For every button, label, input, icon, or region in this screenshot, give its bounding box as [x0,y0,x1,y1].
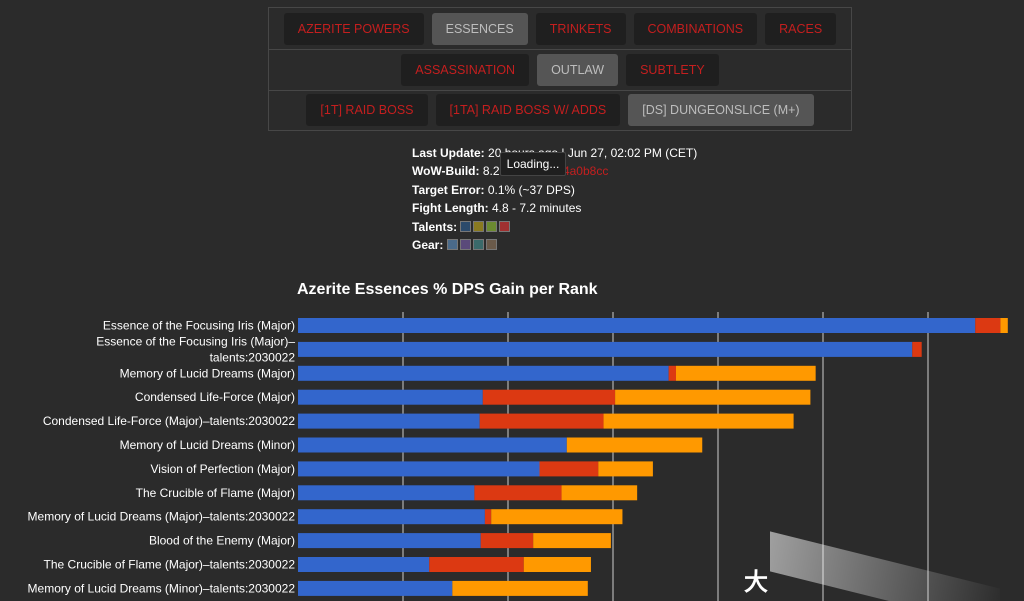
category-label: Essence of the Focusing Iris (Major)– tal… [96,334,295,364]
gear-icon-4[interactable] [485,239,497,251]
gear-icon-3[interactable] [472,239,484,251]
bar-segment[interactable] [523,557,591,572]
target-error-label: Target Error: [412,182,485,197]
bar-segment[interactable] [603,413,794,429]
chart-category-labels: Essence of the Focusing Iris (Major)Esse… [28,319,296,596]
bar-segment[interactable] [298,318,976,333]
chart-gridlines [402,312,929,601]
bar-segment[interactable] [298,557,430,572]
bar-segment[interactable] [615,389,811,405]
bar-segment[interactable] [975,318,1001,333]
bar-segment[interactable] [452,580,588,596]
fight-length-value: 4.8 - 7.2 minutes [491,201,582,216]
bar-segment[interactable] [484,509,492,525]
wow-build-label: WoW-Build: [412,164,480,179]
category-label: Memory of Lucid Dreams (Minor) [120,438,295,452]
bar-segment[interactable] [598,461,653,477]
bar-segment[interactable] [491,509,623,525]
fight-length-line: Fight Length: 4.8 - 7.2 minutes [412,199,697,217]
loading-tooltip: Loading... [500,152,566,176]
nav-row-categories: AZERITE POWERS ESSENCES TRINKETS COMBINATIO… [269,8,851,50]
gear-label: Gear: [412,238,444,253]
bar-segment[interactable] [298,461,540,477]
bar-segment[interactable] [298,509,485,525]
nav-button-combinations[interactable]: COMBINATIONS [633,12,758,45]
bar-segment[interactable] [298,580,453,596]
gear-icon-2[interactable] [459,239,471,251]
nav-button-azerite-powers[interactable]: AZERITE POWERS [283,12,424,45]
nav-row-fight-styles: [1T] RAID BOSS [1TA] RAID BOSS W/ ADDS [DS… [269,90,851,130]
talent-icon-3[interactable] [486,220,498,232]
gear-line: Gear: [412,236,697,254]
category-label: Memory of Lucid Dreams (Minor)–talents:2… [28,581,296,595]
nav-button-outlaw[interactable]: OUTLAW [537,53,619,86]
bar-segment[interactable] [298,533,481,549]
bar-segment[interactable] [298,413,480,429]
bar-segment[interactable] [429,557,524,572]
gear-icon-1[interactable] [446,239,458,251]
bar-segment[interactable] [298,389,483,405]
nav-grid: AZERITE POWERS ESSENCES TRINKETS COMBINATIO… [268,7,852,131]
nav-button-1ta-raid-boss-w-adds[interactable]: [1TA] RAID BOSS W/ ADDS [435,94,621,126]
bar-segment[interactable] [474,485,562,501]
bar-segment[interactable] [539,461,599,477]
category-label: Condensed Life-Force (Major)–talents:203… [43,414,295,428]
chart-title: Azerite Essences % DPS Gain per Rank [297,281,598,298]
nav-button-1t-raid-boss[interactable]: [1T] RAID BOSS [306,94,428,126]
bar-segment[interactable] [298,341,913,357]
talents-line: Talents: [412,218,697,236]
talent-icon-1[interactable] [460,220,472,232]
bar-segment[interactable] [480,533,534,549]
bar-segment[interactable] [298,365,669,381]
talents-label: Talents: [412,219,458,234]
bar-segment[interactable] [668,365,676,381]
nav-button-subtlety[interactable]: SUBTLETY [626,53,719,86]
category-label: Blood of the Enemy (Major) [149,534,295,548]
nav-button-races[interactable]: RACES [765,12,837,45]
nav-button-assassination[interactable]: ASSASSINATION [401,53,530,86]
nav-button-ds-dungeonslice-m[interactable]: [DS] DUNGEONSLICE (M+) [628,94,814,126]
nav-row-specs: ASSASSINATION OUTLAW SUBTLETY [269,49,851,91]
target-error-line: Target Error: 0.1% (~37 DPS) [412,181,697,199]
category-label: The Crucible of Flame (Major) [136,486,295,500]
category-label: Essence of the Focusing Iris (Major) [103,319,295,333]
bar-segment[interactable] [298,485,475,501]
category-label: Vision of Perfection (Major) [150,462,295,476]
nav-button-essences[interactable]: ESSENCES [431,12,528,45]
watermark-logo: 大 [744,568,768,596]
bar-segment[interactable] [533,533,611,549]
bar-segment[interactable] [1000,318,1008,333]
bar-segment[interactable] [566,437,703,453]
category-label: Condensed Life-Force (Major) [135,390,295,404]
bar-segment[interactable] [482,389,616,405]
talent-icon-4[interactable] [499,220,511,232]
fight-length-label: Fight Length: [412,201,489,216]
talent-icon-2[interactable] [473,220,485,232]
last-update-label: Last Update: [412,146,485,160]
chart-bars [298,318,1008,596]
category-label: The Crucible of Flame (Major)–talents:20… [44,558,296,572]
bar-segment[interactable] [912,341,922,357]
nav-button-trinkets[interactable]: TRINKETS [535,12,626,45]
bar-segment[interactable] [479,413,604,429]
category-label: Memory of Lucid Dreams (Major) [120,366,295,380]
category-label: Memory of Lucid Dreams (Major)–talents:2… [28,510,296,524]
target-error-value: 0.1% (~37 DPS) [487,182,575,197]
bar-segment[interactable] [676,365,816,381]
bar-segment[interactable] [561,485,638,501]
bar-segment[interactable] [298,437,567,453]
